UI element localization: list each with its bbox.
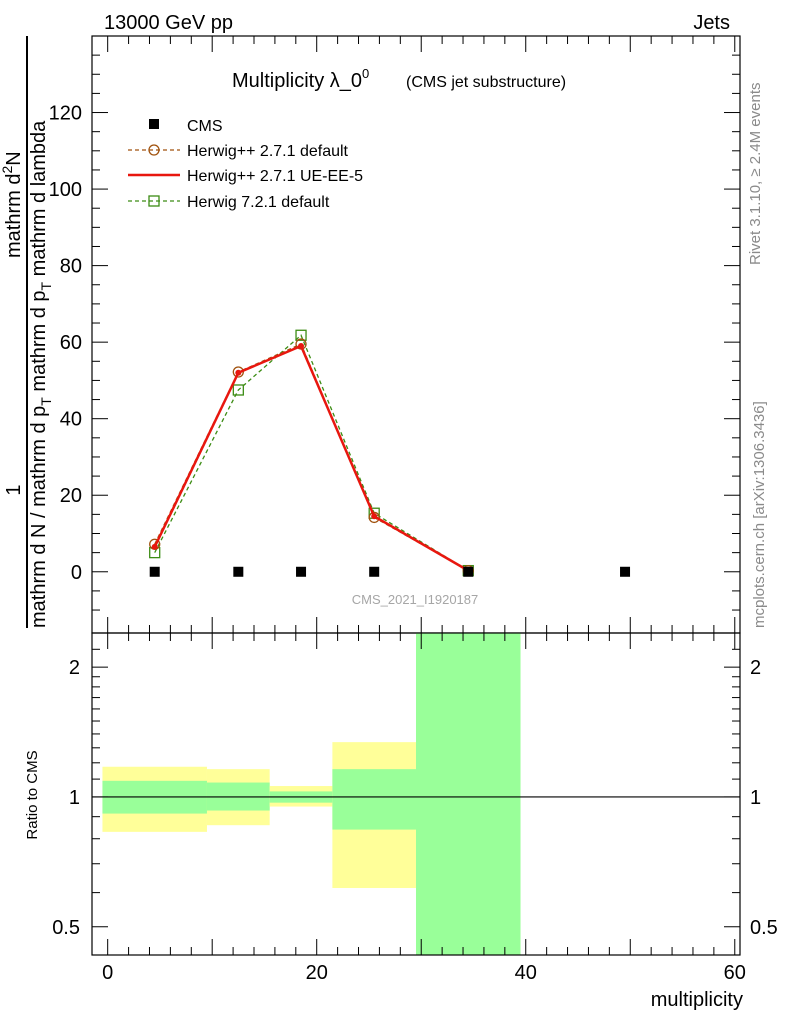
legend-marker-herwig-default xyxy=(148,144,160,156)
legend: CMS Herwig++ 2.7.1 default Herwig++ 2.7.… xyxy=(128,118,363,211)
cms-data-point xyxy=(149,566,160,577)
rivet-label: Rivet 3.1.10, ≥ 2.4M events xyxy=(747,83,764,266)
chart-title: Multiplicity λ_00 xyxy=(232,66,369,92)
energy-label: 13000 GeV pp xyxy=(104,12,233,34)
ratio-y-tick-label-right: 2 xyxy=(750,657,761,679)
legend-marker-herwig7 xyxy=(148,195,160,207)
ratio-y-tick-label-right: 0.5 xyxy=(750,917,778,939)
herwig7-point xyxy=(295,329,307,341)
herwig-default-point xyxy=(232,366,244,378)
x-tick-label: 60 xyxy=(724,962,746,984)
cms-data-point xyxy=(463,566,474,577)
legend-label-herwig7: Herwig 7.2.1 default xyxy=(187,194,330,211)
herwig7-point xyxy=(232,384,244,396)
main-y-tick-label: 40 xyxy=(60,409,82,431)
main-y-tick-label: 0 xyxy=(71,562,82,584)
main-y-tick-label: 100 xyxy=(49,179,82,201)
main-series-group xyxy=(149,329,631,577)
ratio-y-axis-label: Ratio to CMS xyxy=(24,750,41,839)
x-axis-label: multiplicity xyxy=(651,989,743,1011)
x-tick-label: 0 xyxy=(102,962,113,984)
ratio-y-tick-label-left: 2 xyxy=(69,657,80,679)
main-y-tick-label: 120 xyxy=(49,103,82,125)
legend-label-herwig-ueee5: Herwig++ 2.7.1 UE-EE-5 xyxy=(187,168,363,185)
ratio-y-tick-label-left: 0.5 xyxy=(52,917,80,939)
main-y-tick-label: 60 xyxy=(60,332,82,354)
series-line xyxy=(153,344,469,572)
legend-label-cms: CMS xyxy=(187,118,223,135)
process-label: Jets xyxy=(693,12,730,34)
main-y-axis-label-one: 1 xyxy=(3,484,25,495)
ratio-y-tick-label-left: 1 xyxy=(69,787,80,809)
ratio-stat-uncertainty-band xyxy=(332,769,416,830)
watermark: CMS_2021_I1920187 xyxy=(352,592,479,607)
main-y-tick-label: 20 xyxy=(60,485,82,507)
cms-data-point xyxy=(369,566,380,577)
herwig-ueee5-point xyxy=(298,342,305,349)
mcplots-label: mcplots.cern.ch [arXiv:1306.3436] xyxy=(751,401,768,628)
ratio-stat-uncertainty-band xyxy=(416,633,521,955)
ratio-y-tick-label-right: 1 xyxy=(750,787,761,809)
herwig-ueee5-point xyxy=(235,369,242,376)
cms-data-point xyxy=(233,566,244,577)
herwig-ueee5-point xyxy=(151,543,158,550)
ratio-bands xyxy=(92,633,740,955)
main-y-axis-label-denominator: mathrm d N / mathrm d pT mathrm d pT mat… xyxy=(28,120,54,628)
cms-data-point xyxy=(296,566,307,577)
herwig-ueee5-point xyxy=(371,513,378,520)
series-line xyxy=(154,343,469,572)
legend-marker-cms xyxy=(149,119,159,129)
cms-data-point xyxy=(620,566,631,577)
main-y-ticks: 0 20 40 60 80 100 120 xyxy=(49,36,740,633)
chart-subtitle: (CMS jet substructure) xyxy=(406,74,566,91)
x-tick-label: 20 xyxy=(306,962,328,984)
x-tick-label: 40 xyxy=(515,962,537,984)
ratio-plot-frame xyxy=(91,632,741,956)
series-line xyxy=(154,334,469,572)
main-y-tick-label: 80 xyxy=(60,256,82,278)
herwig-default-point xyxy=(368,511,380,524)
ratio-ticks: 0.5 0.51 12 20 20 40 60 xyxy=(52,633,778,984)
main-y-axis-label-numerator: mathrm d2N xyxy=(0,151,25,258)
legend-label-herwig-default: Herwig++ 2.7.1 default xyxy=(187,143,349,160)
